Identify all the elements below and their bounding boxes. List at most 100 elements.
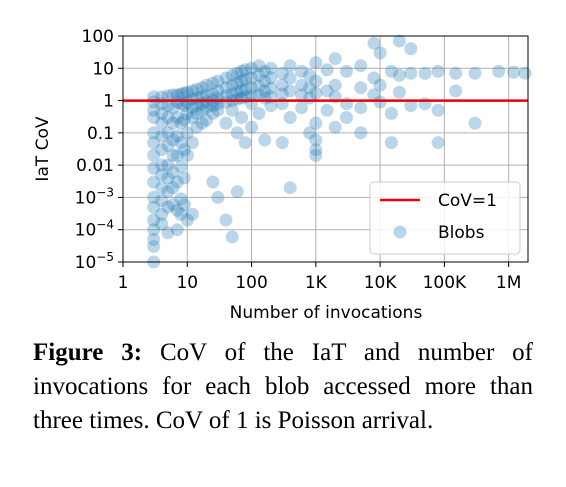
data-point (161, 200, 175, 214)
data-point (185, 136, 199, 150)
data-point (392, 34, 406, 48)
data-point (190, 99, 204, 113)
data-point (200, 88, 214, 102)
data-point (177, 143, 191, 157)
data-point (309, 116, 323, 130)
data-point (195, 116, 209, 130)
data-point (161, 158, 175, 172)
data-point (367, 88, 381, 102)
legend-dot-swatch (393, 225, 407, 239)
data-point (373, 78, 387, 92)
data-point (174, 116, 188, 130)
data-point (180, 148, 194, 162)
data-point (174, 87, 188, 101)
data-point (235, 84, 249, 98)
data-point (303, 68, 317, 82)
data-point (295, 88, 309, 102)
data-point (373, 95, 387, 109)
data-point (206, 76, 220, 90)
data-point (177, 171, 191, 185)
data-point (275, 97, 289, 111)
data-point (245, 61, 259, 75)
data-point (340, 64, 353, 78)
data-point (225, 230, 239, 244)
data-point (166, 181, 180, 195)
data-point (147, 213, 161, 227)
data-point (431, 103, 445, 117)
figure-caption: Figure 3: CoV of the IaT and number of i… (33, 336, 533, 438)
data-point (384, 106, 398, 120)
data-point (354, 126, 368, 140)
data-point (303, 126, 317, 140)
legend-label-cov: CoV=1 (438, 191, 497, 211)
data-point (147, 223, 161, 237)
data-point (180, 213, 194, 227)
data-point (303, 81, 317, 95)
data-point (238, 136, 252, 150)
data-point (147, 161, 161, 175)
x-tick-label: 100 (235, 273, 267, 293)
caption-text: CoV of the IaT and number of invocations… (33, 339, 533, 434)
data-point (170, 88, 184, 102)
data-point (161, 171, 175, 185)
data-point (147, 95, 161, 109)
data-point (235, 64, 249, 78)
data-points (147, 34, 532, 269)
data-point (392, 68, 406, 82)
data-point (185, 84, 199, 98)
y-tick-label: 0.01 (76, 156, 114, 176)
data-point (166, 198, 180, 212)
data-point (518, 66, 532, 80)
data-point (354, 81, 368, 95)
data-point (340, 97, 353, 111)
data-point (367, 71, 381, 85)
data-point (161, 139, 175, 153)
data-point (384, 64, 398, 78)
data-point (252, 68, 266, 82)
data-point (367, 36, 381, 50)
data-point (219, 95, 233, 109)
data-point (161, 111, 175, 124)
x-tick-label: 1M (496, 273, 521, 293)
data-point (354, 101, 368, 115)
y-tick-label: 0.1 (87, 124, 114, 144)
data-point (404, 42, 418, 56)
data-point (275, 87, 289, 101)
data-point (166, 148, 180, 162)
data-point (200, 78, 214, 92)
data-point (170, 95, 184, 109)
data-point (219, 81, 233, 95)
data-point (170, 175, 184, 189)
data-point (449, 84, 463, 98)
data-point (418, 66, 432, 80)
data-point (225, 103, 239, 117)
data-point (468, 116, 482, 130)
data-point (340, 111, 353, 124)
data-point (211, 84, 225, 98)
data-point (170, 111, 184, 124)
legend-label-blobs: Blobs (438, 223, 485, 243)
data-point (166, 88, 180, 102)
data-point (190, 83, 204, 96)
x-axis-label: Number of invocations (230, 303, 423, 323)
data-point (185, 207, 199, 221)
data-point (147, 175, 161, 189)
data-point (166, 116, 180, 130)
data-point (230, 66, 244, 80)
data-point (185, 111, 199, 124)
data-point (147, 190, 161, 204)
data-point (170, 203, 184, 217)
data-point (230, 92, 244, 106)
data-point (155, 143, 169, 157)
data-point (238, 73, 252, 86)
data-point (252, 79, 266, 93)
y-tick-label: 10 (92, 59, 114, 79)
data-point (174, 207, 188, 221)
data-point (320, 103, 334, 117)
data-point (155, 181, 169, 195)
data-point (185, 92, 199, 106)
data-point (295, 64, 309, 78)
data-point (166, 165, 180, 179)
data-point (219, 71, 233, 85)
data-point (354, 59, 368, 73)
